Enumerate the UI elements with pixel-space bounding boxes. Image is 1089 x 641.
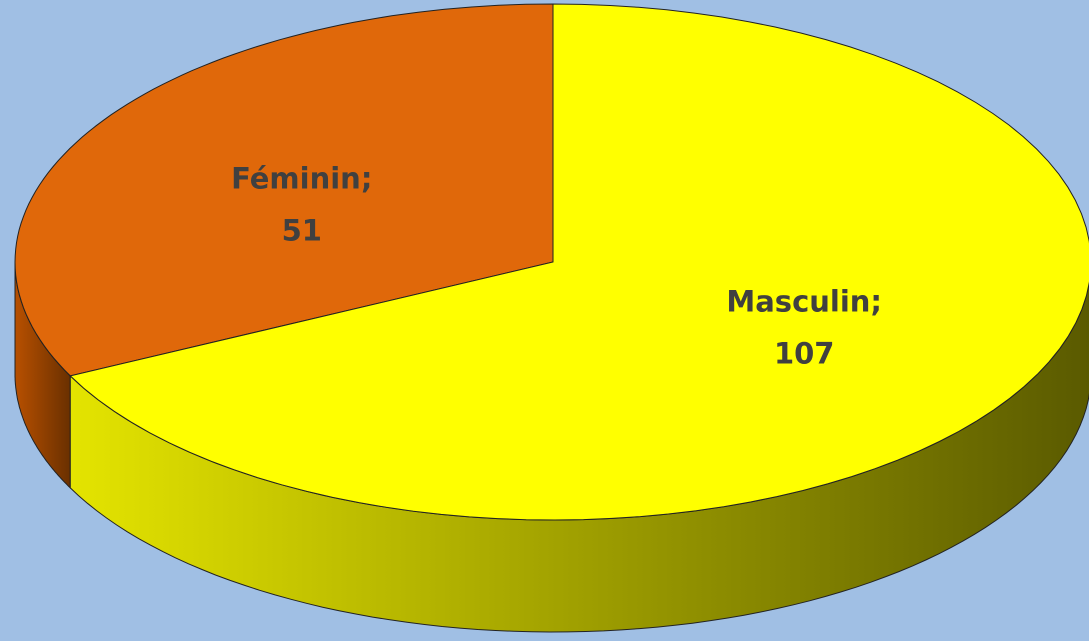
slice-label: Féminin; [231,162,372,196]
slice-label: Masculin; [726,284,882,318]
slice-value: 51 [282,214,322,248]
slice-value: 107 [774,336,835,370]
slice [69,3,1089,521]
slice [14,3,554,377]
